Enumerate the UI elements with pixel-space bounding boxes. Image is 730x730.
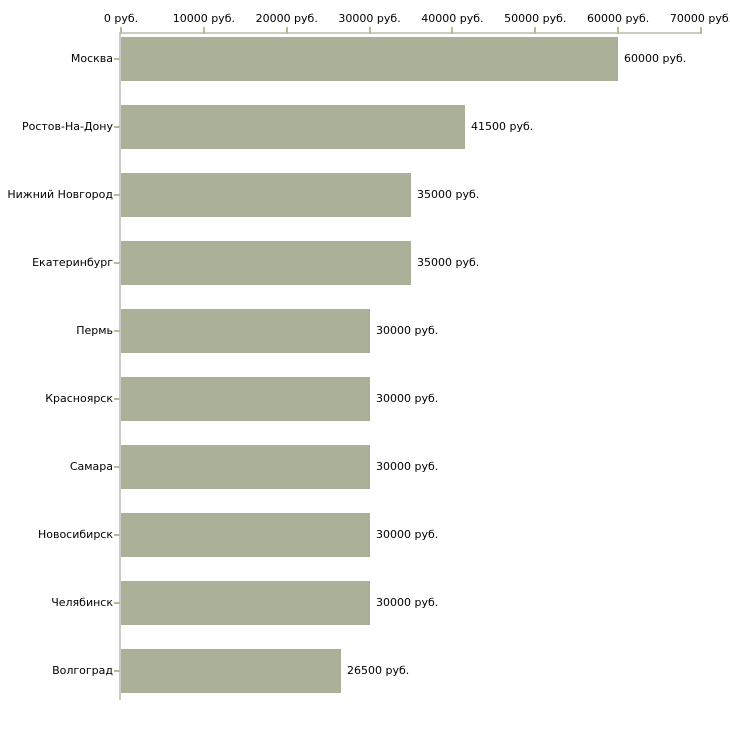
value-label: 41500 руб. bbox=[471, 120, 534, 133]
bar bbox=[121, 37, 618, 81]
x-tick-label: 20000 руб. bbox=[255, 12, 318, 25]
category-label: Красноярск bbox=[45, 392, 113, 405]
x-tick-label: 70000 руб. bbox=[669, 12, 730, 25]
category-tick-mark bbox=[114, 262, 120, 264]
x-tick-mark bbox=[120, 27, 122, 34]
value-label: 26500 руб. bbox=[347, 664, 410, 677]
value-label: 60000 руб. bbox=[624, 52, 687, 65]
category-tick-mark bbox=[114, 670, 120, 672]
bar bbox=[121, 173, 411, 217]
value-label: 35000 руб. bbox=[417, 256, 480, 269]
bar bbox=[121, 581, 370, 625]
x-tick-mark bbox=[700, 27, 702, 34]
x-tick-label: 10000 руб. bbox=[172, 12, 235, 25]
category-tick-mark bbox=[114, 194, 120, 196]
x-tick-mark bbox=[534, 27, 537, 34]
category-tick-mark bbox=[114, 398, 120, 400]
x-tick-label: 40000 руб. bbox=[421, 12, 484, 25]
category-label: Екатеринбург bbox=[32, 256, 113, 269]
value-label: 35000 руб. bbox=[417, 188, 480, 201]
x-tick-label: 30000 руб. bbox=[338, 12, 401, 25]
x-tick-mark bbox=[368, 27, 371, 34]
value-label: 30000 руб. bbox=[376, 596, 439, 609]
value-label: 30000 руб. bbox=[376, 460, 439, 473]
category-label: Москва bbox=[70, 52, 113, 65]
category-label: Новосибирск bbox=[37, 528, 113, 541]
category-tick-mark bbox=[114, 602, 120, 604]
category-tick-mark bbox=[114, 58, 120, 60]
bar bbox=[121, 445, 370, 489]
category-label: Волгоград bbox=[52, 664, 113, 677]
category-label: Пермь bbox=[76, 324, 113, 337]
category-label: Ростов-На-Дону bbox=[21, 120, 113, 133]
bar bbox=[121, 309, 370, 353]
category-label: Нижний Новгород bbox=[7, 188, 113, 201]
category-tick-mark bbox=[114, 466, 120, 468]
value-label: 30000 руб. bbox=[376, 324, 439, 337]
category-tick-mark bbox=[114, 126, 120, 128]
bar bbox=[121, 649, 341, 693]
x-axis-line bbox=[119, 32, 702, 34]
x-tick-label: 60000 руб. bbox=[587, 12, 650, 25]
bar bbox=[121, 513, 370, 557]
x-tick-mark bbox=[285, 27, 288, 34]
category-tick-mark bbox=[114, 330, 120, 332]
category-tick-mark bbox=[114, 534, 120, 536]
x-tick-mark bbox=[202, 27, 205, 34]
y-axis-line bbox=[119, 33, 121, 700]
x-tick-mark bbox=[451, 27, 454, 34]
bar bbox=[121, 377, 370, 421]
bar bbox=[121, 241, 411, 285]
bar bbox=[121, 105, 465, 149]
category-label: Самара bbox=[69, 460, 113, 473]
x-tick-label: 0 руб. bbox=[103, 12, 139, 25]
x-tick-mark bbox=[617, 27, 620, 34]
category-label: Челябинск bbox=[51, 596, 113, 609]
x-tick-label: 50000 руб. bbox=[504, 12, 567, 25]
value-label: 30000 руб. bbox=[376, 392, 439, 405]
value-label: 30000 руб. bbox=[376, 528, 439, 541]
